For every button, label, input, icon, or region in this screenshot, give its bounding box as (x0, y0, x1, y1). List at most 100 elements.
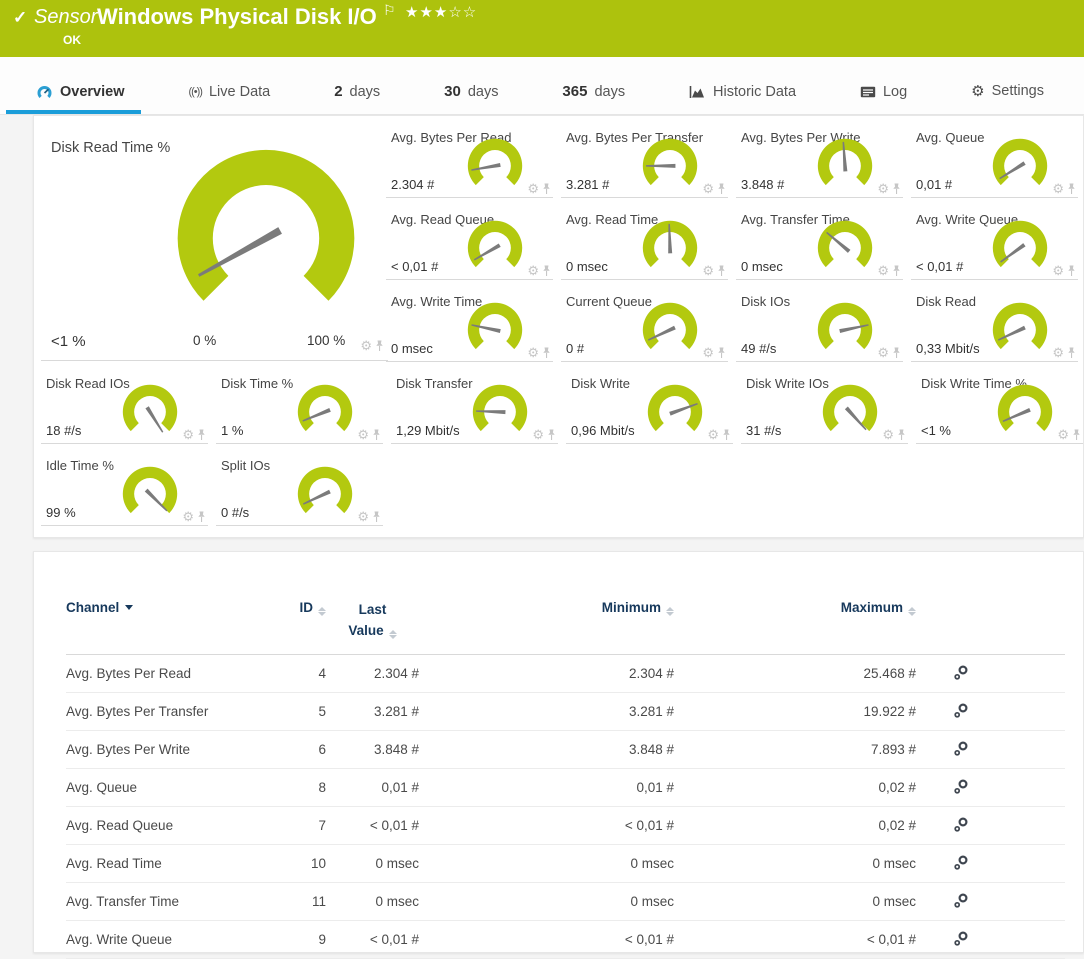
gauge-settings-icon[interactable]: ⚙ (882, 427, 894, 442)
channel-name[interactable]: Avg. Bytes Per Write (66, 741, 191, 757)
gauge-settings-icon[interactable]: ⚙ (527, 181, 539, 196)
pin-icon[interactable] (897, 429, 906, 441)
gauge-tile[interactable]: Disk Write 0,96 Mbit/s ⚙ (566, 372, 733, 444)
gauge-tile-disk-read-time[interactable]: Disk Read Time % 0 % 100 % <1 % ⚙ (41, 126, 388, 361)
flag-icon[interactable]: ⚐ (383, 2, 396, 18)
pin-icon[interactable] (547, 429, 556, 441)
sort-arrows-icon (318, 607, 326, 616)
tab-30-days[interactable]: 30 days (444, 83, 499, 100)
tab-overview[interactable]: Overview (6, 84, 140, 114)
channel-settings-icon[interactable] (953, 931, 969, 947)
gauge-tile[interactable]: Avg. Bytes Per Read 2.304 # ⚙ (386, 126, 553, 198)
channel-name[interactable]: Avg. Read Queue (66, 817, 174, 833)
gauge-settings-icon[interactable]: ⚙ (707, 427, 719, 442)
gauge-settings-icon[interactable]: ⚙ (702, 345, 714, 360)
pin-icon[interactable] (892, 347, 901, 359)
pin-icon[interactable] (542, 265, 551, 277)
pin-icon[interactable] (892, 265, 901, 277)
gauge-tile[interactable]: Disk Time % 1 % ⚙ (216, 372, 383, 444)
tab-live-data[interactable]: ((•)) Live Data (182, 84, 276, 114)
gauge-settings-icon[interactable]: ⚙ (877, 345, 889, 360)
minimum-value: 3.848 # (628, 741, 674, 757)
column-header-channel[interactable]: Channel (66, 600, 266, 615)
pin-icon[interactable] (197, 511, 206, 523)
channel-name[interactable]: Avg. Queue (66, 779, 138, 795)
channel-settings-icon[interactable] (953, 779, 969, 795)
pin-icon[interactable] (375, 340, 384, 352)
gauge-tile[interactable]: Avg. Queue 0,01 # ⚙ (911, 126, 1078, 198)
gauge-tile[interactable]: Avg. Transfer Time 0 msec ⚙ (736, 208, 903, 280)
gauge-tile[interactable]: Avg. Bytes Per Write 3.848 # ⚙ (736, 126, 903, 198)
gauge-settings-icon[interactable]: ⚙ (1052, 345, 1064, 360)
gauge-settings-icon[interactable]: ⚙ (702, 181, 714, 196)
gauge-settings-icon[interactable]: ⚙ (527, 263, 539, 278)
gauge-settings-icon[interactable]: ⚙ (1052, 263, 1064, 278)
tab-log[interactable]: Log (854, 84, 913, 114)
column-header-last-value[interactable]: Last Value (326, 600, 419, 642)
tab-365-days[interactable]: 365 days (562, 83, 626, 100)
pin-icon[interactable] (372, 511, 381, 523)
gauge-tile[interactable]: Avg. Write Time 0 msec ⚙ (386, 290, 553, 362)
gauge-settings-icon[interactable]: ⚙ (182, 427, 194, 442)
gauge-settings-icon[interactable]: ⚙ (360, 338, 372, 353)
gauge-tile[interactable]: Disk Write IOs 31 #/s ⚙ (741, 372, 908, 444)
tab-2-days[interactable]: 2 days (334, 83, 381, 100)
channel-name[interactable]: Avg. Bytes Per Read (66, 665, 192, 681)
gauge-settings-icon[interactable]: ⚙ (357, 427, 369, 442)
pin-icon[interactable] (372, 429, 381, 441)
pin-icon[interactable] (892, 183, 901, 195)
column-header-id[interactable]: ID (266, 600, 326, 616)
gauge-settings-icon[interactable]: ⚙ (702, 263, 714, 278)
tab-settings[interactable]: ⚙ Settings (965, 82, 1050, 114)
pin-icon[interactable] (1067, 347, 1076, 359)
gauge-settings-icon[interactable]: ⚙ (1052, 181, 1064, 196)
pin-icon[interactable] (717, 183, 726, 195)
pin-icon[interactable] (722, 429, 731, 441)
channel-name[interactable]: Avg. Read Time (66, 855, 162, 871)
channel-name[interactable]: Avg. Write Queue (66, 931, 173, 947)
gauge-tile[interactable]: Avg. Read Time 0 msec ⚙ (561, 208, 728, 280)
pin-icon[interactable] (197, 429, 206, 441)
gauge-title: Disk Time % (221, 376, 294, 391)
pin-icon[interactable] (542, 347, 551, 359)
gauge-settings-icon[interactable]: ⚙ (1057, 427, 1069, 442)
gauge-tile[interactable]: Avg. Read Queue < 0,01 # ⚙ (386, 208, 553, 280)
pin-icon[interactable] (1067, 183, 1076, 195)
tab-historic-data[interactable]: Historic Data (683, 84, 802, 114)
column-header-minimum[interactable]: Minimum (419, 600, 674, 616)
channel-name[interactable]: Avg. Transfer Time (66, 893, 180, 909)
channel-settings-icon[interactable] (953, 855, 969, 871)
minimum-value: 0,01 # (636, 779, 674, 795)
gauge-min-label: 0 % (193, 333, 217, 348)
gauge-tile[interactable]: Disk Write Time % <1 % ⚙ (916, 372, 1083, 444)
channel-settings-icon[interactable] (953, 741, 969, 757)
gauge-tile[interactable]: Disk Read IOs 18 #/s ⚙ (41, 372, 208, 444)
gauge-settings-icon[interactable]: ⚙ (357, 509, 369, 524)
channel-settings-icon[interactable] (953, 817, 969, 833)
gauge-tile[interactable]: Disk IOs 49 #/s ⚙ (736, 290, 903, 362)
pin-icon[interactable] (542, 183, 551, 195)
pin-icon[interactable] (717, 265, 726, 277)
gauge-tile[interactable]: Avg. Bytes Per Transfer 3.281 # ⚙ (561, 126, 728, 198)
gauge-tile[interactable]: Idle Time % 99 % ⚙ (41, 454, 208, 526)
gauge-settings-icon[interactable]: ⚙ (877, 263, 889, 278)
gauge-tile[interactable]: Disk Read 0,33 Mbit/s ⚙ (911, 290, 1078, 362)
channel-settings-icon[interactable] (953, 703, 969, 719)
pin-icon[interactable] (717, 347, 726, 359)
gauge-settings-icon[interactable]: ⚙ (527, 345, 539, 360)
gauge-chart (177, 149, 355, 301)
gauge-settings-icon[interactable]: ⚙ (877, 181, 889, 196)
gauge-tile[interactable]: Disk Transfer 1,29 Mbit/s ⚙ (391, 372, 558, 444)
pin-icon[interactable] (1072, 429, 1081, 441)
gauge-tile[interactable]: Split IOs 0 #/s ⚙ (216, 454, 383, 526)
channel-settings-icon[interactable] (953, 893, 969, 909)
pin-icon[interactable] (1067, 265, 1076, 277)
gauge-settings-icon[interactable]: ⚙ (532, 427, 544, 442)
channel-settings-icon[interactable] (953, 665, 969, 681)
channel-name[interactable]: Avg. Bytes Per Transfer (66, 703, 209, 719)
gauge-tile[interactable]: Avg. Write Queue < 0,01 # ⚙ (911, 208, 1078, 280)
gauge-settings-icon[interactable]: ⚙ (182, 509, 194, 524)
gauge-tile[interactable]: Current Queue 0 # ⚙ (561, 290, 728, 362)
column-header-maximum[interactable]: Maximum (674, 600, 916, 616)
priority-stars[interactable]: ★★★☆☆ (405, 4, 478, 21)
